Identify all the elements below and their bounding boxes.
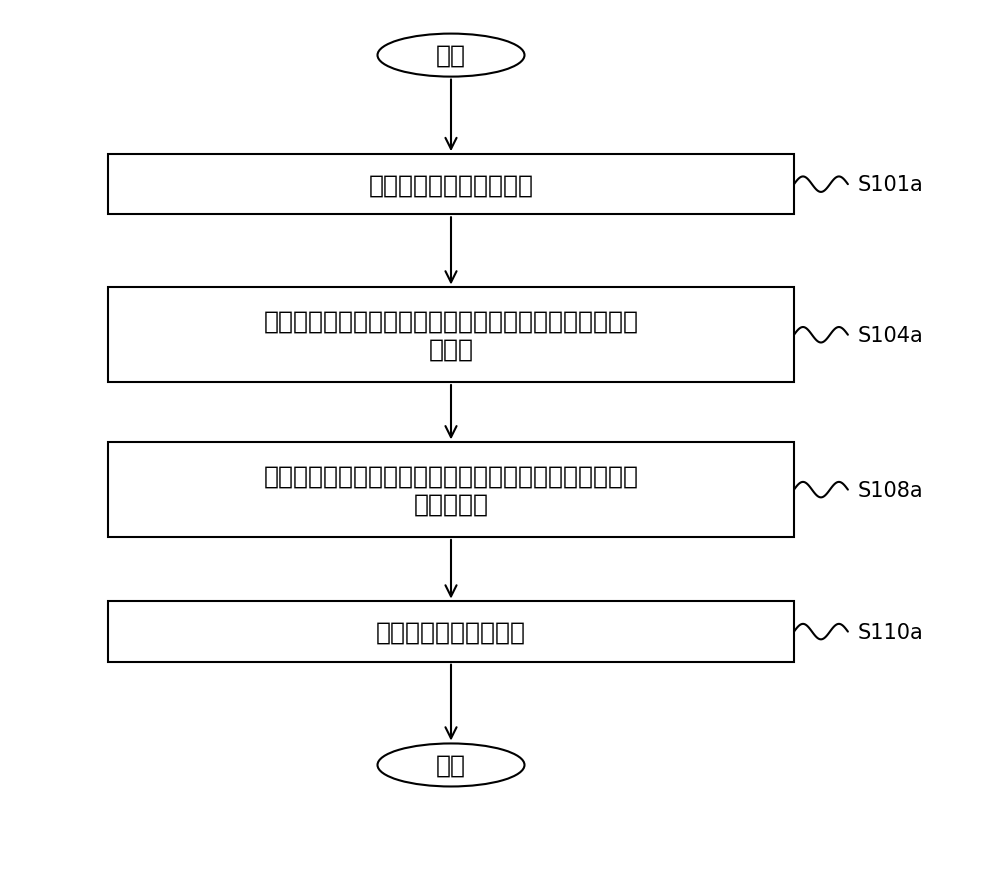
- Text: 完成讯号中继器的刷新: 完成讯号中继器的刷新: [376, 620, 526, 644]
- Text: 开始: 开始: [436, 44, 466, 68]
- FancyBboxPatch shape: [108, 602, 794, 662]
- FancyBboxPatch shape: [108, 443, 794, 538]
- Text: 将要被写入讯号中继器中的刷新値预存到全局变量的内存
地址中: 将要被写入讯号中继器中的刷新値预存到全局变量的内存 地址中: [264, 310, 639, 361]
- FancyBboxPatch shape: [108, 288, 794, 382]
- Text: S110a: S110a: [858, 622, 923, 642]
- Ellipse shape: [378, 34, 524, 77]
- Text: S101a: S101a: [858, 175, 923, 195]
- Text: 取得全局变量的内存地址: 取得全局变量的内存地址: [368, 173, 534, 197]
- Text: S104a: S104a: [858, 325, 923, 346]
- Text: S108a: S108a: [858, 480, 923, 500]
- Text: 结束: 结束: [436, 753, 466, 777]
- FancyBboxPatch shape: [108, 155, 794, 215]
- Ellipse shape: [378, 744, 524, 787]
- Text: 每隔一预定时间，将讯号中继器的真实値替换成全局变量
中的刷新値: 每隔一预定时间，将讯号中继器的真实値替换成全局变量 中的刷新値: [264, 464, 639, 516]
